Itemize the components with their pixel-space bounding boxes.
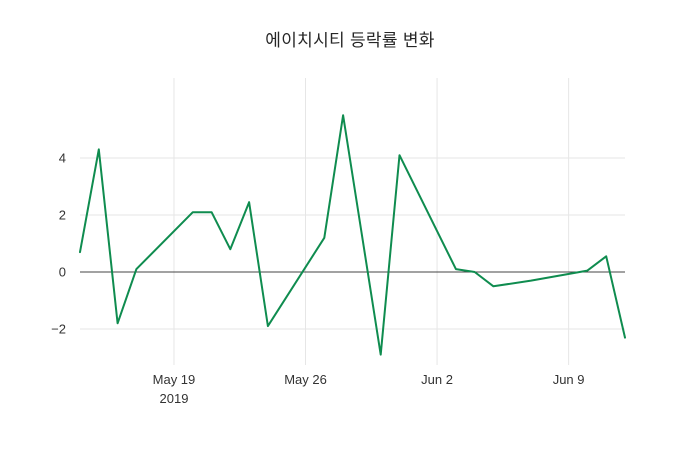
x-tick-label: Jun 2 (421, 372, 453, 387)
x-tick-label: Jun 9 (553, 372, 585, 387)
chart-title: 에이치시티 등락률 변화 (265, 31, 435, 50)
x-tick-sublabel: 2019 (160, 391, 189, 406)
y-tick-label: 0 (59, 265, 66, 280)
x-tick-label: May 26 (284, 372, 327, 387)
data-line-series (79, 114, 626, 356)
y-tick-label: 2 (59, 208, 66, 223)
y-tick-label: 4 (59, 151, 66, 166)
x-tick-label: May 19 (153, 372, 196, 387)
y-tick-label: −2 (51, 322, 66, 337)
